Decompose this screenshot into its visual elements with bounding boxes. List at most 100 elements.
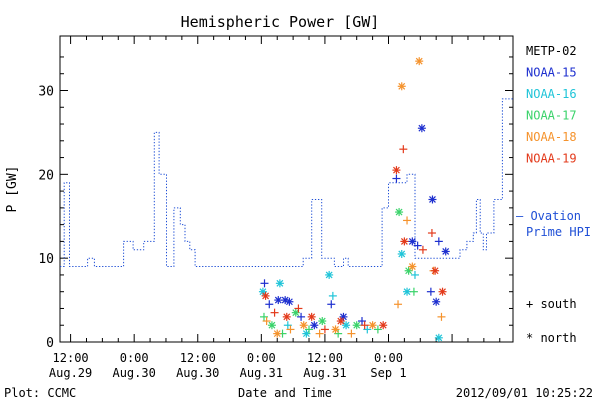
data-point-noaa-15-south (413, 241, 422, 250)
data-point-noaa-15-south (426, 287, 435, 296)
legend-item-noaa-15: NOAA-15 (526, 66, 577, 80)
point-stroke (273, 330, 281, 338)
ovation-prime-hpi-series (60, 98, 513, 267)
data-point-noaa-18-south (437, 312, 446, 321)
data-point-noaa-18-north (415, 57, 424, 66)
point-stroke (400, 237, 408, 245)
point-stroke (340, 313, 347, 321)
point-stroke (398, 250, 406, 258)
point-stroke (418, 124, 426, 132)
y-tick-label: 0 (46, 336, 54, 351)
data-point-noaa-15-north (428, 195, 437, 204)
x-tick-label-date: Aug.31 (303, 366, 346, 380)
point-stroke (398, 82, 406, 90)
data-point-noaa-18-north (368, 321, 377, 330)
data-point-noaa-19-south (320, 325, 329, 334)
point-stroke (302, 330, 310, 338)
data-point-noaa-19-south (418, 245, 427, 254)
data-point-noaa-16-north (434, 333, 443, 342)
data-point-noaa-15-north (285, 297, 294, 306)
data-point-noaa-15-south (260, 279, 269, 288)
point-stroke (379, 321, 387, 329)
data-point-noaa-19-north (282, 312, 291, 321)
data-point-noaa-15-north (441, 247, 450, 256)
data-point-noaa-18-north (273, 329, 282, 338)
point-stroke (332, 326, 339, 333)
data-point-noaa-16-south (328, 291, 337, 300)
data-point-noaa-19-south (270, 308, 279, 317)
point-stroke (300, 321, 308, 329)
data-point-noaa-15-south (327, 300, 336, 309)
data-point-noaa-17-south (409, 287, 418, 296)
data-point-noaa-16-north (275, 279, 284, 288)
data-point-noaa-15-north (432, 297, 441, 306)
data-point-noaa-15-north (417, 124, 426, 133)
point-stroke (276, 279, 284, 287)
x-tick-label-time: 0:00 (374, 351, 403, 365)
x-tick-label-date: Sep 1 (370, 366, 406, 380)
point-stroke (310, 321, 318, 329)
point-stroke (274, 296, 282, 304)
chart-title: Hemispheric Power [GW] (181, 13, 380, 31)
x-tick-label-date: Aug.30 (176, 366, 219, 380)
data-point-noaa-15-north (339, 312, 348, 321)
point-stroke (435, 334, 443, 342)
data-point-noaa-16-north (325, 270, 334, 279)
y-tick-label: 10 (38, 252, 54, 267)
x-tick-label-date: Aug.31 (240, 366, 283, 380)
data-point-noaa-18-north (408, 262, 417, 271)
legend-south-symbol: + south (526, 297, 577, 311)
data-point-noaa-18-south (347, 329, 356, 338)
x-axis: 12:00Aug.290:00Aug.3012:00Aug.300:00Aug.… (49, 36, 501, 380)
data-point-noaa-18-north (331, 325, 340, 334)
data-point-noaa-19-north (392, 166, 401, 175)
point-stroke (337, 317, 345, 325)
plot-frame (59, 35, 514, 343)
data-point-noaa-16-north (403, 287, 412, 296)
x-tick-label-time: 12:00 (307, 351, 343, 365)
point-stroke (431, 267, 439, 275)
point-stroke (285, 298, 293, 306)
data-point-noaa-16-south (283, 321, 292, 330)
data-point-noaa-16-north (258, 287, 267, 296)
point-stroke (369, 321, 377, 329)
data-point-noaa-15-south (392, 174, 401, 183)
point-stroke (439, 288, 446, 296)
data-point-noaa-19-north (307, 312, 316, 321)
x-tick-label-time: 0:00 (247, 351, 276, 365)
point-stroke (408, 263, 416, 270)
data-point-noaa-19-south (360, 321, 369, 330)
data-point-noaa-17-north (395, 208, 404, 217)
data-point-noaa-15-south (265, 300, 274, 309)
point-stroke (262, 292, 269, 300)
y-axis-label: P [GW] (5, 166, 20, 213)
point-stroke (281, 296, 289, 304)
point-stroke (432, 298, 440, 306)
x-tick-label-time: 12:00 (53, 351, 89, 365)
y-tick-label: 20 (38, 168, 54, 183)
data-point-noaa-17-south (305, 325, 314, 334)
legend-ovation-line2: Prime HPI (526, 225, 591, 239)
data-point-noaa-16-north (397, 249, 406, 258)
x-tick-label-time: 0:00 (120, 351, 149, 365)
data-point-noaa-15-north (408, 237, 417, 246)
data-point-noaa-19-south (294, 304, 303, 313)
point-stroke (292, 309, 300, 317)
legend: METP-02 NOAA-15 NOAA-16 NOAA-17 NOAA-18 NOAA-… (516, 44, 591, 345)
data-point-noaa-17-north (267, 321, 276, 330)
data-point-noaa-19-south (399, 145, 408, 154)
data-point-noaa-17-south (259, 312, 268, 321)
legend-item-noaa-18: NOAA-18 (526, 130, 577, 144)
data-point-noaa-17-south (373, 325, 382, 334)
data-point-noaa-18-north (397, 82, 406, 91)
data-point-noaa-17-south (334, 329, 343, 338)
point-stroke (415, 57, 423, 65)
legend-item-noaa-19: NOAA-19 (526, 152, 577, 166)
point-stroke (393, 166, 400, 174)
legend-item-noaa-16: NOAA-16 (526, 87, 577, 101)
point-stroke (342, 321, 350, 329)
footer-timestamp: 2012/09/01 10:25:22 (456, 386, 593, 400)
data-point-noaa-19-north (431, 266, 440, 275)
data-point-noaa-16-north (302, 329, 311, 338)
